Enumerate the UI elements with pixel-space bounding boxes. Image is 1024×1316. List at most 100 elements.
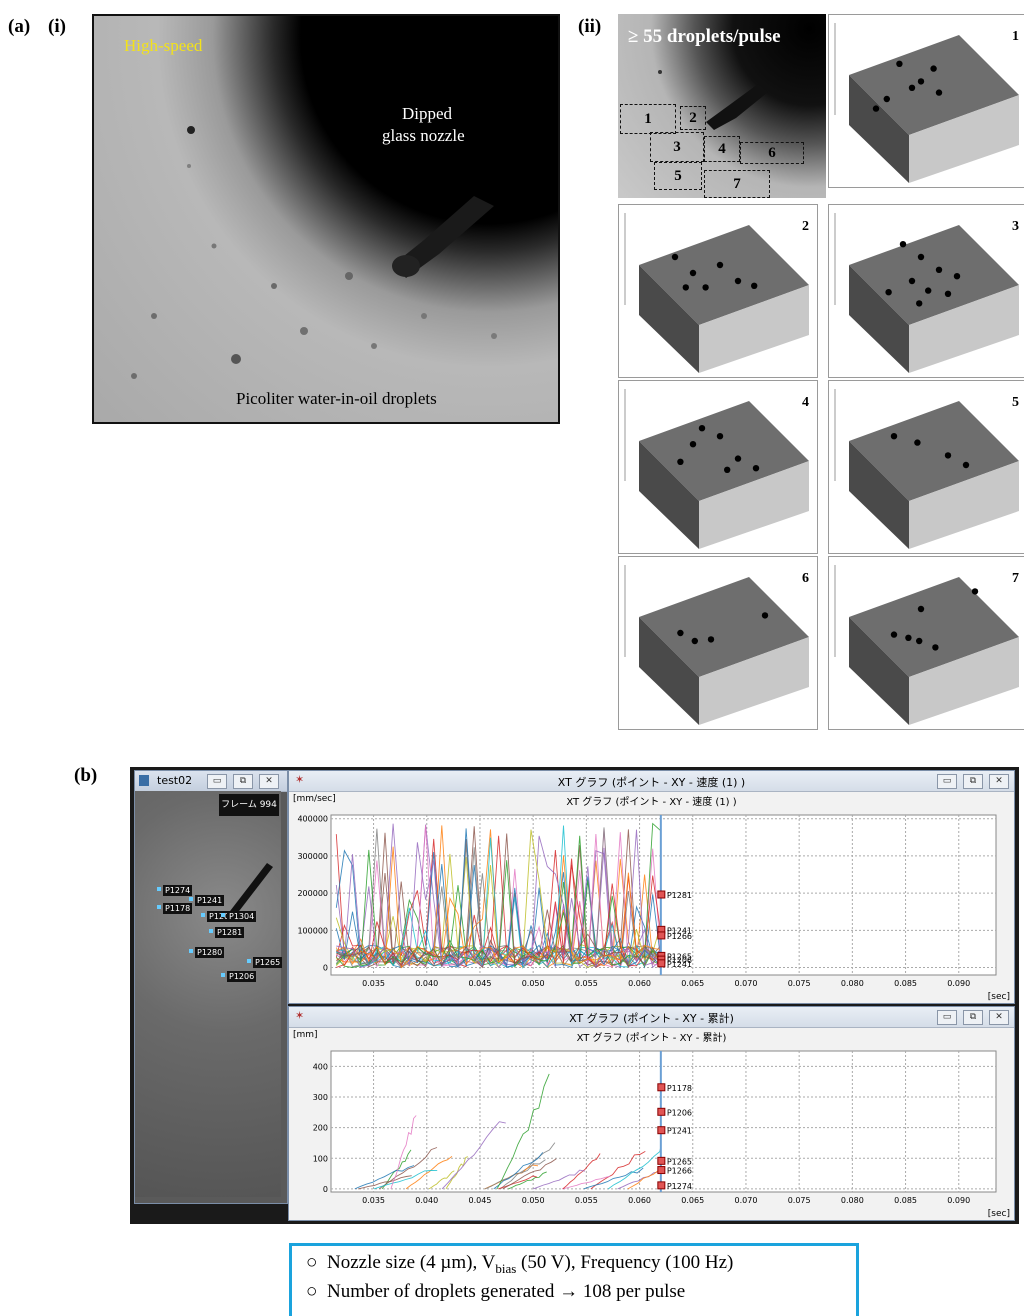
tracking-software-screenshot: test02 ▭ ⧉ ✕ フレーム 994 P1274P1241P1178P12… <box>130 767 1019 1224</box>
x-tick-label: 0.045 <box>469 979 492 988</box>
droplet-marker <box>890 433 898 440</box>
droplet <box>131 373 137 379</box>
droplet-marker <box>917 78 925 85</box>
y-tick-label: 400 <box>313 1062 328 1071</box>
droplet-marker <box>914 439 921 446</box>
droplet-marker <box>930 65 937 72</box>
track-trace <box>493 1152 544 1190</box>
droplet-marker <box>925 287 932 294</box>
track-trace <box>445 1156 468 1190</box>
video-restore-button[interactable]: ⧉ <box>233 774 253 789</box>
droplet <box>231 354 241 364</box>
surface-render <box>624 565 809 725</box>
droplet-marker <box>890 631 898 638</box>
roi-4: 4 <box>704 136 740 162</box>
end-label: P1266 <box>667 1167 692 1176</box>
droplet-marker <box>761 612 769 619</box>
track-trace <box>405 1155 453 1190</box>
graph-app-icon: ✶ <box>295 773 305 786</box>
droplet-marker <box>724 466 731 473</box>
droplet-marker <box>691 637 698 645</box>
point-tag: P1178 <box>163 903 193 914</box>
droplet <box>187 126 195 134</box>
droplet-marker <box>916 300 923 307</box>
surface-side-right <box>909 461 1019 549</box>
surface-render <box>834 213 1019 373</box>
panel-a-label: (a) <box>8 16 31 37</box>
x-tick-label: 0.090 <box>947 1196 970 1205</box>
surface-render <box>834 389 1019 549</box>
surface-side-left <box>849 75 909 183</box>
droplet-marker <box>671 253 679 261</box>
end-label: P1241 <box>667 926 692 935</box>
end-label: P1266 <box>667 932 692 941</box>
settings-line-2: ○ Number of droplets generated → 108 per… <box>306 1281 685 1303</box>
track-trace <box>358 1175 412 1190</box>
track-trace <box>390 1115 417 1190</box>
droplet-marker <box>896 60 903 67</box>
settings-line-1-prefix: Nozzle size (4 µm), V <box>326 1252 496 1273</box>
video-nozzle <box>227 863 273 919</box>
velocity-minimize-button[interactable]: ▭ <box>937 774 957 789</box>
velocity-window-title: XT グラフ (ポイント - XY - 速度 (1) ) <box>557 776 746 789</box>
surface-plot-number: 4 <box>802 395 809 410</box>
surface-plot-number: 5 <box>1012 395 1019 410</box>
droplet-marker <box>908 277 916 285</box>
tracked-point-marker <box>189 949 193 953</box>
cumulative-restore-button[interactable]: ⧉ <box>963 1010 983 1025</box>
overview-scene <box>658 70 768 130</box>
roi-3: 3 <box>650 132 704 162</box>
end-marker <box>657 959 666 968</box>
video-minimize-button[interactable]: ▭ <box>207 774 227 789</box>
x-tick-label: 0.070 <box>735 979 758 988</box>
chart-subtitle: XT グラフ (ポイント - XY - 累計) <box>577 1031 727 1044</box>
track-trace <box>354 1165 415 1190</box>
x-tick-label: 0.040 <box>415 979 438 988</box>
surface-plot-number: 2 <box>802 219 809 234</box>
droplet-marker <box>916 637 923 645</box>
nozzle-end <box>392 255 420 277</box>
surface-top <box>849 35 1019 135</box>
surface-plot-number: 6 <box>802 571 809 586</box>
droplet <box>300 327 308 335</box>
video-close-button[interactable]: ✕ <box>259 774 279 789</box>
end-label: P1206 <box>667 956 692 965</box>
y-tick-label: 0 <box>323 964 328 973</box>
settings-line-1: ○ Nozzle size (4 µm), Vbias (50 V), Freq… <box>306 1252 733 1277</box>
x-tick-label: 0.080 <box>841 979 864 988</box>
x-tick-label: 0.075 <box>788 1196 811 1205</box>
surface-side-right <box>699 637 809 725</box>
tracked-point-marker <box>189 897 193 901</box>
x-tick-label: 0.085 <box>894 1196 917 1205</box>
velocity-close-button[interactable]: ✕ <box>989 774 1009 789</box>
surface-plot-3: 3 <box>828 204 1024 378</box>
velocity-chart: XT グラフ (ポイント - XY - 速度 (1) ) [mm/sec] [sec… <box>293 794 1010 1002</box>
end-label: P1206 <box>667 1108 692 1117</box>
cumulative-minimize-button[interactable]: ▭ <box>937 1010 957 1025</box>
settings-line-1-suffix: (50 V), Frequency (100 Hz) <box>516 1252 734 1273</box>
velocity-restore-button[interactable]: ⧉ <box>963 774 983 789</box>
droplets-per-pulse-headline: ≥ 55 droplets/pulse <box>628 26 781 47</box>
droplet-marker <box>917 253 925 261</box>
x-tick-label: 0.070 <box>735 1196 758 1205</box>
droplet-marker <box>702 284 709 291</box>
surface-render <box>624 389 809 549</box>
cumulative-close-button[interactable]: ✕ <box>989 1010 1009 1025</box>
droplet <box>421 313 427 319</box>
droplet-marker <box>698 425 706 432</box>
surface-render <box>624 213 809 373</box>
roi-5: 5 <box>654 162 702 190</box>
x-tick-label: 0.045 <box>469 1196 492 1205</box>
point-tag: P1265 <box>253 957 283 968</box>
panel-b-label: (b) <box>74 765 98 786</box>
surface-side-left <box>639 441 699 549</box>
surface-top <box>639 225 809 325</box>
video-titlebar: test02 ▭ ⧉ ✕ <box>135 771 287 792</box>
droplet-marker <box>751 282 758 289</box>
bullet-icon: ○ <box>306 1281 318 1302</box>
tracked-point-marker <box>247 959 251 963</box>
track-trace <box>441 1121 506 1190</box>
droplet-marker <box>677 629 684 637</box>
surface-side-left <box>849 617 909 725</box>
